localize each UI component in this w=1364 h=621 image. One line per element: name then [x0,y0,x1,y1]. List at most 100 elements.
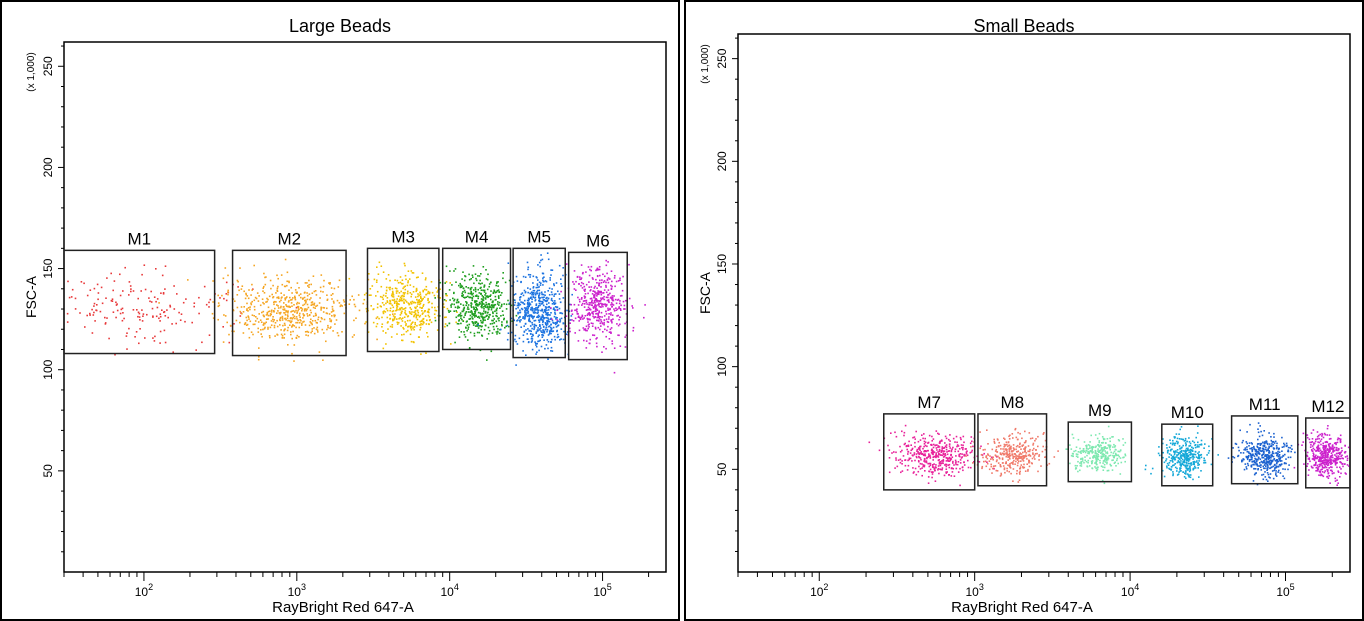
data-point [1015,445,1018,448]
data-point [333,302,335,304]
data-point [477,295,480,298]
data-point [592,315,594,318]
data-point [182,301,185,304]
data-point [1344,472,1347,474]
data-point [1338,457,1341,460]
data-point [298,302,300,305]
data-point [304,331,307,333]
data-point [1044,448,1047,451]
data-point [469,287,472,290]
data-point [610,296,612,299]
data-point [258,347,260,349]
data-point [579,300,581,303]
data-point [526,306,529,308]
data-point [473,282,475,285]
data-point [276,312,278,314]
data-point [486,305,489,308]
data-point [579,316,581,319]
data-point [487,318,489,320]
data-point [480,319,482,322]
data-point [419,328,421,331]
data-point [1081,460,1084,462]
data-point [1204,461,1207,464]
data-point [555,316,557,319]
data-point [952,437,955,440]
data-point [469,317,472,320]
data-point [293,315,296,318]
data-point [1103,459,1106,461]
data-point [1237,454,1240,457]
data-point [931,435,933,438]
data-point [382,312,385,315]
data-point [492,300,494,302]
data-point [453,299,455,302]
data-point [483,308,485,310]
data-point [1024,441,1027,444]
data-point [459,315,461,317]
data-point [219,297,221,299]
data-point [599,274,601,277]
data-point [489,294,492,296]
data-point [338,279,341,282]
data-point [1319,474,1322,477]
data-point [411,311,413,313]
data-point [1094,462,1096,464]
data-point [155,268,157,270]
data-point [428,291,431,294]
data-point [468,278,471,281]
data-point [1278,454,1281,456]
data-point [956,463,959,466]
data-point [306,330,309,333]
data-point [952,462,954,464]
data-point [1341,462,1344,465]
data-point [392,319,395,321]
data-point [1279,472,1282,474]
data-point [603,298,606,301]
data-point [623,304,626,307]
data-point [554,338,556,341]
data-point [310,297,312,299]
data-point [277,296,280,298]
data-point [890,432,892,434]
data-point [592,334,594,336]
data-point [262,301,264,304]
data-point [423,321,425,324]
data-point [421,313,424,315]
data-point [541,314,544,316]
data-point [1324,461,1327,463]
data-point [1004,438,1006,440]
data-point [264,326,266,329]
data-point [1265,457,1268,459]
data-point [1188,445,1190,447]
data-point [931,464,934,466]
data-point [991,457,994,460]
data-point [1262,441,1264,444]
data-point [950,467,953,470]
data-point [606,329,608,332]
data-point [488,285,490,288]
data-point [289,320,291,322]
data-point [1012,480,1014,482]
data-point [918,456,920,459]
data-point [1122,438,1124,440]
data-point [283,337,285,339]
data-point [1269,456,1271,458]
data-point [547,320,550,323]
data-point [1015,448,1017,451]
data-point [613,277,616,279]
data-point [600,291,603,294]
data-point [918,447,921,450]
data-point [387,274,390,276]
data-point [1114,461,1116,464]
data-point [1106,452,1109,455]
data-point [1254,458,1257,460]
data-point [1267,465,1269,467]
data-point [416,324,418,327]
data-point [287,319,289,322]
data-point [1247,457,1249,459]
data-point [1335,448,1337,451]
data-point [599,291,602,294]
data-point [310,331,312,334]
data-point [1321,432,1323,435]
data-point [521,292,524,294]
